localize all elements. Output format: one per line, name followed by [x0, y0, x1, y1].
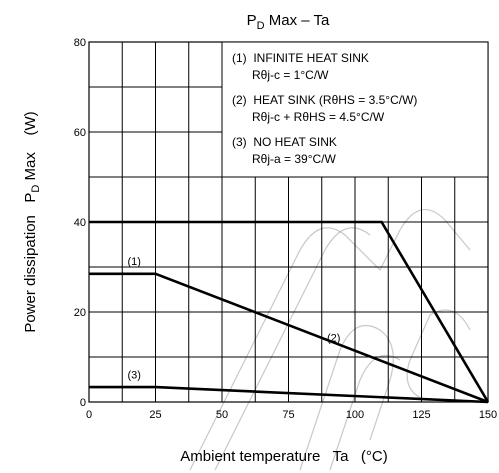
chart-title-rest: Max – Ta: [265, 12, 330, 29]
chart-title-sub: D: [257, 20, 265, 32]
curve-label-text: (1): [127, 256, 140, 268]
curve-label: (2): [327, 332, 340, 344]
series-group: [89, 220, 490, 404]
curve-label: (1): [127, 256, 140, 268]
y-tick-labels: 0 20 40 60 80: [74, 37, 86, 409]
x-tick-label: 75: [282, 409, 294, 421]
y-axis-label-sub: D: [30, 185, 42, 193]
y-axis-label-main: Power dissipation P: [22, 193, 39, 333]
x-tick-label: 125: [412, 409, 430, 421]
x-tick-label: 150: [479, 409, 497, 421]
chart-title: PD Max – Ta: [247, 12, 330, 32]
x-tick-label: 25: [149, 409, 161, 421]
x-tick-labels: 0 25 50 75 100 125 150: [86, 409, 497, 421]
y-tick-label: 40: [74, 217, 86, 229]
x-axis-label: Ambient temperature Ta (°C): [180, 448, 387, 465]
watermark-logo: [189, 209, 471, 471]
y-tick-label: 0: [80, 397, 86, 409]
y-tick-label: 60: [74, 127, 86, 139]
curve-labels: (1) (2) (3): [127, 256, 340, 382]
legend-line-2: Rθj-c = 1°C/W: [232, 68, 329, 82]
y-tick-label: 80: [74, 37, 86, 49]
x-tick-label: 0: [86, 409, 92, 421]
curve-label: (3): [127, 370, 140, 382]
legend-line-6: Rθj-a = 39°C/W: [232, 152, 337, 166]
legend-line-3: (2) HEAT SINK (RθHS = 3.5°C/W): [232, 93, 417, 107]
curve-label-text: (3): [127, 370, 140, 382]
y-tick-label: 20: [74, 307, 86, 319]
legend-line-1: (1) INFINITE HEAT SINK: [232, 51, 369, 65]
legend-box: [221, 41, 489, 178]
legend: (1) INFINITE HEAT SINK Rθj-c = 1°C/W (2)…: [232, 51, 417, 166]
x-tick-label: 100: [346, 409, 364, 421]
series-line-1: [89, 220, 490, 403]
x-tick-label: 50: [216, 409, 228, 421]
series-line-2: [89, 272, 489, 404]
curve-label-text: (2): [327, 332, 340, 344]
legend-line-4: Rθj-c + RθHS = 4.5°C/W: [232, 110, 385, 124]
series-line-3: [89, 385, 489, 404]
y-axis-label: Power dissipation PD Max (W): [22, 111, 42, 332]
chart-title-main: P: [247, 12, 257, 29]
legend-line-5: (3) NO HEAT SINK: [232, 135, 337, 149]
y-axis-label-rest: Max (W): [22, 111, 39, 184]
